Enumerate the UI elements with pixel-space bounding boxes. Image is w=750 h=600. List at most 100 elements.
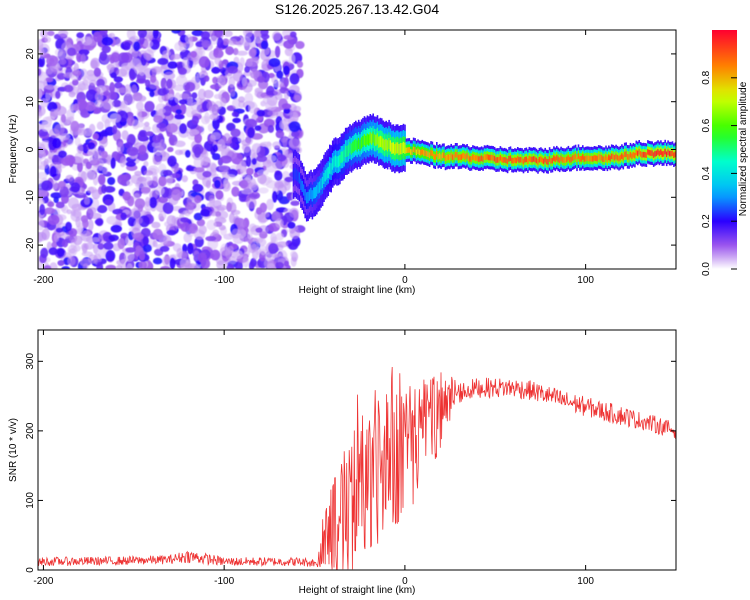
noise-blob bbox=[151, 221, 161, 229]
noise-blob bbox=[193, 212, 203, 221]
noise-blob bbox=[85, 89, 98, 102]
noise-blob bbox=[192, 183, 204, 193]
noise-blob bbox=[145, 131, 154, 137]
noise-blob bbox=[39, 30, 49, 38]
trace-cell bbox=[488, 154, 490, 161]
noise-blob bbox=[191, 92, 198, 99]
trace-cell bbox=[318, 181, 321, 193]
noise-blob bbox=[77, 99, 88, 110]
noise-blob bbox=[174, 140, 186, 148]
noise-blob bbox=[58, 150, 67, 158]
trace-cell bbox=[466, 153, 468, 159]
trace-cell bbox=[307, 191, 309, 204]
noise-blob bbox=[107, 177, 116, 185]
noise-blob bbox=[180, 262, 193, 269]
trace-cell bbox=[378, 136, 380, 148]
trace-cell bbox=[454, 152, 457, 158]
noise-blob bbox=[214, 57, 222, 65]
noise-blob bbox=[57, 30, 69, 37]
trace-cell bbox=[362, 135, 364, 148]
noise-blob bbox=[241, 139, 251, 146]
trace-cell bbox=[401, 143, 403, 155]
trace-cell bbox=[661, 151, 664, 157]
trace-cell bbox=[570, 156, 572, 163]
trace-cell bbox=[629, 152, 632, 158]
noise-blob bbox=[230, 89, 236, 97]
noise-blob bbox=[96, 261, 104, 269]
noise-blob bbox=[211, 66, 221, 74]
noise-blob bbox=[171, 30, 181, 34]
trace-cell bbox=[417, 148, 419, 154]
trace-cell bbox=[602, 156, 604, 162]
trace-cell bbox=[334, 155, 337, 167]
noise-blob bbox=[288, 53, 296, 64]
spectrogram-x-label: Height of straight line (km) bbox=[299, 285, 416, 296]
noise-blob bbox=[125, 247, 136, 253]
trace-cell bbox=[574, 153, 577, 160]
noise-blob bbox=[81, 36, 93, 46]
noise-blob bbox=[236, 50, 248, 56]
noise-blob bbox=[194, 133, 203, 144]
noise-blob bbox=[275, 218, 284, 229]
noise-blob bbox=[67, 197, 79, 210]
noise-blob bbox=[242, 144, 251, 153]
noise-blob bbox=[208, 198, 216, 207]
noise-blob bbox=[238, 96, 245, 103]
noise-blob bbox=[274, 170, 283, 181]
noise-blob bbox=[117, 174, 129, 186]
noise-blob bbox=[131, 119, 140, 130]
noise-blob bbox=[213, 49, 224, 59]
trace-cell bbox=[623, 151, 626, 158]
noise-blob bbox=[131, 84, 138, 95]
noise-blob bbox=[210, 132, 222, 141]
trace-cell bbox=[631, 153, 633, 159]
noise-blob bbox=[284, 90, 290, 100]
noise-blob bbox=[153, 155, 162, 166]
noise-blob bbox=[289, 207, 299, 218]
y-tick-label: 0 bbox=[25, 146, 36, 152]
noise-blob bbox=[57, 181, 64, 191]
trace-cell bbox=[450, 152, 452, 159]
noise-blob bbox=[241, 188, 254, 195]
noise-blob bbox=[158, 196, 169, 204]
noise-blob bbox=[180, 217, 189, 223]
trace-cell bbox=[582, 154, 584, 160]
y-tick-label: -10 bbox=[25, 190, 36, 205]
noise-blob bbox=[267, 110, 278, 117]
noise-blob bbox=[110, 224, 123, 233]
noise-blob bbox=[144, 121, 150, 127]
trace-cell bbox=[599, 154, 601, 161]
noise-blob bbox=[260, 30, 269, 37]
noise-blob bbox=[44, 36, 51, 43]
trace-cell bbox=[365, 135, 367, 147]
noise-blob bbox=[166, 131, 173, 137]
noise-blob bbox=[191, 265, 197, 269]
noise-blob bbox=[109, 113, 122, 123]
trace-cell bbox=[569, 156, 571, 163]
noise-blob bbox=[200, 209, 210, 217]
noise-blob bbox=[90, 59, 98, 69]
noise-blob bbox=[276, 241, 289, 248]
noise-blob bbox=[166, 123, 178, 133]
trace-cell bbox=[522, 158, 525, 165]
noise-blob bbox=[38, 105, 46, 117]
noise-blob bbox=[45, 66, 54, 75]
noise-blob bbox=[72, 156, 85, 164]
spectrogram-y-label: Frequency (Hz) bbox=[8, 115, 19, 184]
y-tick-label: 200 bbox=[25, 422, 36, 439]
noise-blob bbox=[58, 51, 66, 60]
noise-blob bbox=[291, 131, 300, 138]
trace-cell bbox=[634, 152, 636, 159]
spectrogram-plot-area bbox=[38, 30, 676, 269]
trace-cell bbox=[431, 150, 434, 157]
trace-cell bbox=[586, 155, 588, 161]
noise-blob bbox=[264, 253, 274, 262]
noise-blob bbox=[143, 49, 154, 61]
noise-blob bbox=[191, 115, 199, 125]
noise-blob bbox=[83, 242, 95, 250]
trace-cell bbox=[331, 158, 334, 170]
trace-cell bbox=[434, 154, 437, 160]
trace-cell bbox=[357, 137, 360, 149]
trace-cell bbox=[391, 142, 393, 154]
noise-blob bbox=[287, 221, 296, 229]
